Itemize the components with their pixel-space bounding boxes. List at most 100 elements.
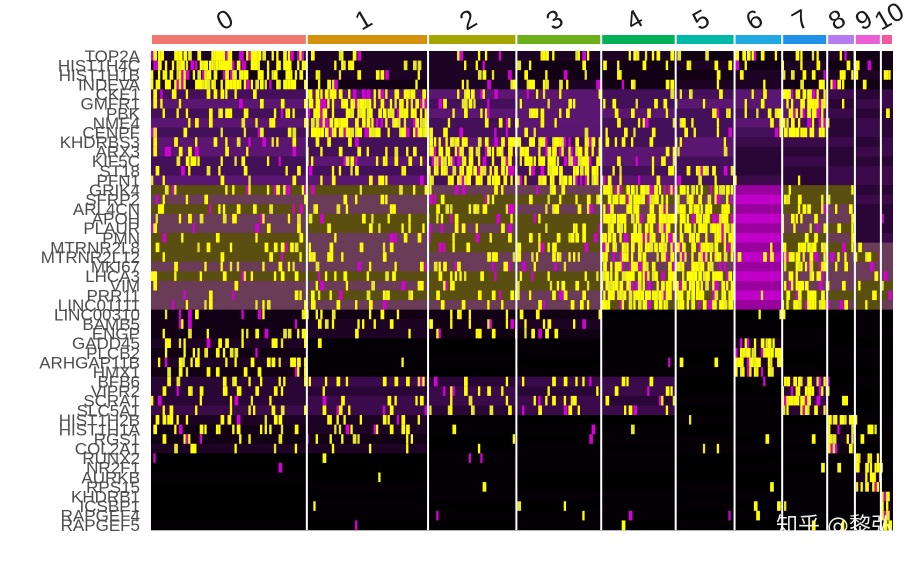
heatmap-cell (672, 156, 677, 167)
heatmap-row-band (306, 242, 429, 253)
heatmap-cell (679, 252, 682, 263)
heatmap-cell (241, 118, 246, 128)
heatmap-cell (199, 79, 203, 90)
heatmap-cell (301, 51, 305, 61)
heatmap-cell (285, 70, 290, 81)
heatmap-cell (389, 405, 394, 416)
heatmap-cell (327, 98, 330, 109)
heatmap-cell (656, 194, 659, 205)
heatmap-cell (355, 165, 359, 176)
gene-label: TOP2A (85, 47, 141, 66)
heatmap-cell (464, 98, 468, 109)
heatmap-cell (635, 280, 640, 291)
heatmap-cell (176, 79, 181, 90)
heatmap-row-band (428, 501, 517, 512)
heatmap-cell (573, 252, 576, 263)
heatmap-cell (698, 271, 702, 282)
heatmap-cell (573, 98, 576, 109)
heatmap-cell (151, 51, 154, 61)
heatmap-row-band (306, 415, 429, 425)
heatmap-cell (688, 233, 692, 243)
heatmap-cell (542, 300, 546, 310)
heatmap-row-band (782, 156, 828, 167)
heatmap-cell (677, 146, 680, 157)
heatmap-cell (308, 252, 313, 263)
heatmap-cell (528, 79, 533, 90)
heatmap-cell (355, 127, 359, 138)
heatmap-cell (445, 204, 450, 215)
heatmap-cell (804, 261, 808, 272)
heatmap-cell (368, 98, 372, 109)
heatmap-row-band (601, 328, 676, 339)
heatmap-cell (584, 271, 587, 282)
cluster-label-2: 2 (454, 3, 482, 36)
heatmap-cell (614, 386, 619, 397)
heatmap-row-band (428, 357, 517, 368)
heatmap-cell (491, 328, 496, 339)
heatmap-cell (487, 386, 491, 397)
heatmap-cell (218, 51, 222, 61)
cluster-bar-4 (602, 35, 675, 44)
heatmap-row-band (854, 300, 881, 310)
heatmap-row-band (854, 165, 881, 176)
heatmap-cell (714, 185, 719, 195)
heatmap-cell (818, 98, 822, 109)
heatmap-row-band (516, 98, 602, 109)
heatmap-cell (366, 108, 371, 119)
heatmap-cell (352, 434, 357, 445)
heatmap-cell (802, 127, 805, 138)
heatmap-cell (804, 127, 808, 138)
heatmap-cell (164, 70, 168, 81)
heatmap-cell (222, 271, 227, 282)
gene-labels: TOP2AHIST1H4CHIST1H1BINDEVACKE1GMFR1PBKN… (39, 47, 140, 535)
heatmap-row-band (734, 443, 783, 454)
heatmap-cell (800, 261, 803, 272)
heatmap-cell (406, 434, 409, 445)
heatmap-cell (797, 252, 801, 263)
heatmap-cell (338, 146, 343, 157)
heatmap-cell (610, 204, 614, 215)
heatmap-cell (705, 213, 708, 224)
heatmap-row-band (827, 156, 855, 167)
heatmap-cell (612, 98, 617, 109)
heatmap-cell (343, 415, 346, 425)
gene-label: ARL4CN (73, 200, 140, 219)
heatmap-cell (823, 242, 828, 253)
heatmap-cell (707, 213, 710, 224)
heatmap-cell (519, 271, 522, 282)
heatmap-cell (178, 213, 182, 224)
heatmap-cell (160, 89, 163, 100)
heatmap-cell (670, 79, 675, 90)
heatmap-cell (248, 405, 251, 416)
heatmap-cell (702, 213, 707, 224)
heatmap-row-band (516, 165, 602, 176)
heatmap-cell (556, 156, 560, 167)
heatmap-cell (243, 70, 248, 81)
heatmap-cell (621, 300, 625, 310)
heatmap-cell (362, 319, 365, 330)
heatmap-cell (728, 233, 733, 243)
heatmap-cell (259, 424, 263, 435)
heatmap-row-band (151, 482, 307, 492)
heatmap-cell (153, 223, 158, 234)
heatmap-cell (630, 252, 634, 263)
heatmap-cell (415, 395, 418, 406)
heatmap-cell (721, 223, 726, 234)
heatmap-row-band (782, 79, 828, 90)
heatmap-cell (243, 108, 247, 119)
heatmap-cell (835, 204, 838, 215)
gene-label: KHDRBS3 (60, 133, 140, 152)
heatmap-cell (195, 137, 198, 148)
heatmap-cell (368, 309, 372, 320)
heatmap-row-band (151, 491, 307, 502)
heatmap-row-band (601, 453, 676, 464)
heatmap-cell (538, 328, 542, 339)
heatmap-row-band (880, 204, 893, 215)
heatmap-cell (589, 156, 592, 167)
heatmap-cell (784, 501, 787, 512)
heatmap-cell (619, 261, 622, 272)
heatmap-cell (721, 233, 726, 243)
heatmap-cell (519, 309, 524, 320)
heatmap-cell (672, 395, 677, 406)
heatmap-cell (793, 395, 798, 406)
